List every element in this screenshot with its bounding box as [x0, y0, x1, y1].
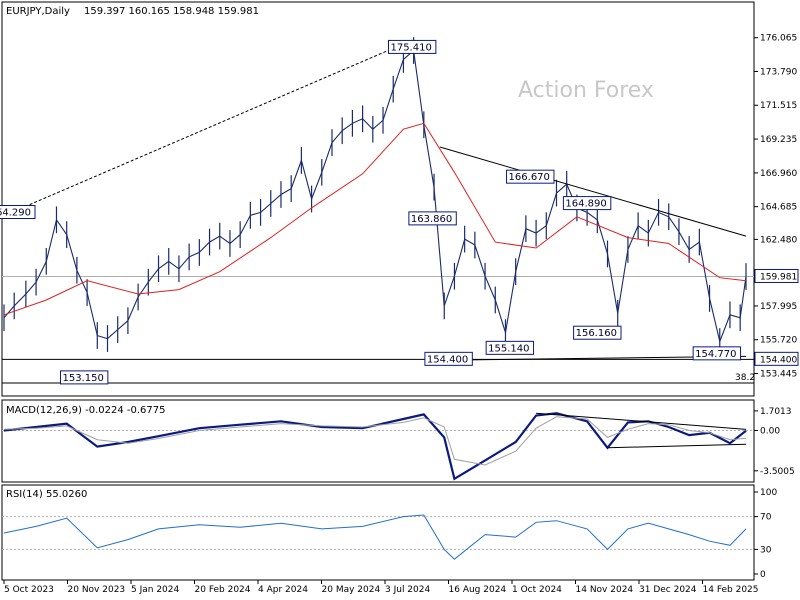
price-annotation-label: 175.410: [390, 42, 431, 53]
rsi-title: RSI(14) 55.0260: [6, 489, 87, 500]
price-annotation-box: [562, 196, 612, 211]
x-tick-label: 5 Jan 2024: [131, 585, 179, 595]
price-annotation-label: 166.670: [509, 172, 550, 183]
rsi-y-tick-label: 70: [760, 513, 772, 523]
price-annotation-label: 154.400: [427, 354, 468, 365]
price-y-tick-label: 154.400: [760, 355, 797, 365]
x-tick-label: 20 Feb 2024: [195, 585, 251, 595]
macd-lower-trendline: [607, 443, 747, 449]
rsi-y-tick-label: 100: [760, 488, 777, 498]
rsi-y-tick-label: 0: [760, 570, 766, 580]
price-y-tick-box: [754, 268, 799, 283]
price-annotation-box: [0, 205, 36, 220]
price-annotation-box: [59, 370, 109, 385]
rsi-pane-frame: [1, 484, 755, 581]
price-annotation-label: 164.890: [565, 199, 606, 210]
x-tick-label: 14 Nov 2024: [576, 585, 634, 595]
x-tick-label: 1 Oct 2024: [512, 585, 562, 595]
price-y-tick-label: 159.981: [760, 272, 797, 282]
macd-y-tick-label: 1.7013: [760, 407, 792, 417]
macd-upper-trendline: [536, 412, 747, 430]
price-annotation-label: 154.770: [695, 349, 736, 360]
x-tick-label: 5 Oct 2023: [4, 585, 54, 595]
price-annotation-box: [387, 39, 437, 54]
sma-line: [3, 122, 747, 316]
price-y-tick-label: 173.790: [760, 67, 797, 77]
price-y-tick-label: 176.065: [760, 34, 797, 44]
price-y-tick-box: [754, 351, 799, 366]
price-annotation-box: [485, 340, 535, 355]
price-annotation-label: 153.150: [62, 373, 103, 384]
price-y-tick-label: 153.445: [760, 370, 797, 380]
x-tick-label: 14 Feb 2025: [703, 585, 759, 595]
price-annotation-box: [573, 325, 622, 340]
price-y-tick-label: 162.480: [760, 235, 797, 245]
macd-series-signal: [3, 416, 747, 466]
macd-title: MACD(12,26,9) -0.0224 -0.6775: [6, 405, 166, 416]
rsi-line: [3, 514, 747, 560]
chart-symbol: EURJPY,Daily: [6, 6, 70, 17]
x-tick-label: 3 Jul 2024: [385, 585, 430, 595]
rsi-y-tick-label: 30: [760, 545, 772, 555]
x-tick-label: 16 Aug 2024: [449, 585, 507, 595]
x-tick-label: 4 Apr 2024: [258, 585, 308, 595]
price-annotation-box: [424, 351, 473, 366]
chart-ohlc: 159.397 160.165 158.948 159.981: [84, 6, 259, 17]
price-y-tick-label: 169.235: [760, 135, 797, 145]
price-annotation-label: 163.860: [411, 214, 452, 225]
price-y-tick-label: 171.515: [760, 101, 797, 111]
x-tick-label: 31 Dec 2024: [639, 585, 697, 595]
fib-level-label: 38.2: [735, 373, 755, 383]
price-y-tick-label: 155.720: [760, 336, 797, 346]
price-annotation-label: 164.290: [0, 208, 31, 219]
price-annotation-label: 155.140: [488, 343, 529, 354]
rsi-plot: [2, 514, 754, 560]
watermark-text: Action Forex: [518, 78, 654, 103]
macd-plot: [2, 412, 754, 481]
x-tick-label: 20 Nov 2023: [68, 585, 126, 595]
macd-y-tick-label: 0.00: [760, 426, 780, 436]
price-line: [3, 49, 747, 344]
price-annotation-box: [692, 346, 742, 361]
x-tick-label: 20 May 2024: [322, 585, 381, 595]
price-annotation-label: 156.160: [576, 328, 617, 339]
price-y-tick-label: 166.960: [760, 169, 797, 179]
descending-trendline: [439, 146, 747, 237]
macd-y-tick-label: -3.5005: [760, 467, 795, 477]
price-annotation-box: [506, 169, 555, 184]
main-pane-frame: [1, 1, 755, 397]
rising-dashed-trendline: [11, 39, 413, 213]
price-y-tick-label: 164.685: [760, 203, 797, 213]
price-plot: 38.2 164.290 153.150 175.410 163.860 154.400 1…: [0, 37, 755, 385]
price-y-tick-label: 157.995: [760, 302, 797, 312]
price-annotation-box: [408, 211, 457, 226]
